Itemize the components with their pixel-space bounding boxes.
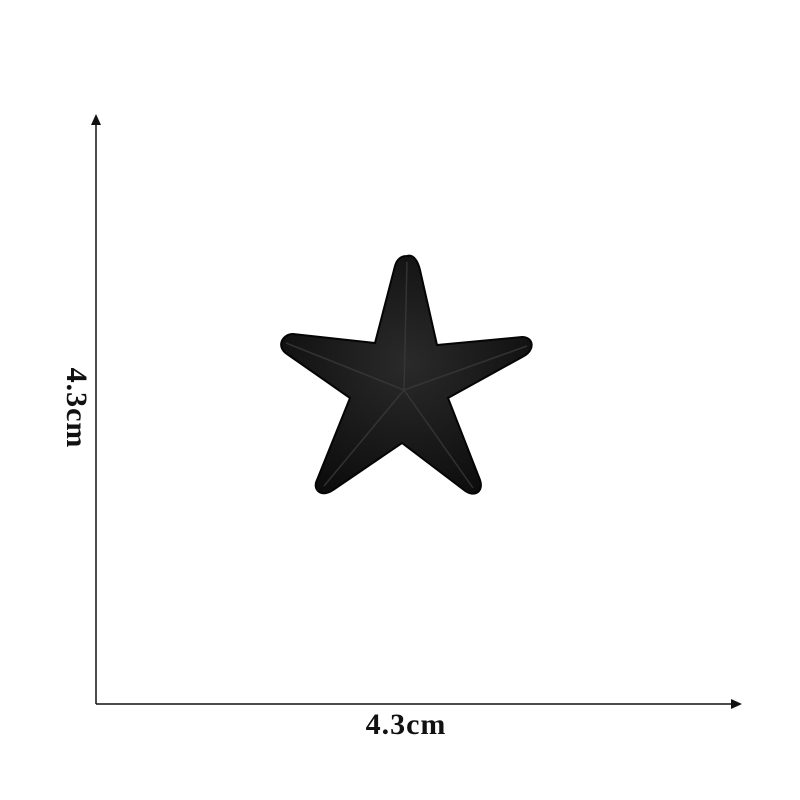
vertical-axis-arrow [91, 114, 101, 125]
height-dimension-label: 4.3cm [60, 367, 93, 449]
star-ridges [285, 261, 528, 489]
width-dimension-label: 4.3cm [365, 708, 447, 741]
star-patch [280, 254, 533, 495]
star-body [280, 254, 533, 495]
horizontal-axis-arrow [731, 699, 742, 709]
